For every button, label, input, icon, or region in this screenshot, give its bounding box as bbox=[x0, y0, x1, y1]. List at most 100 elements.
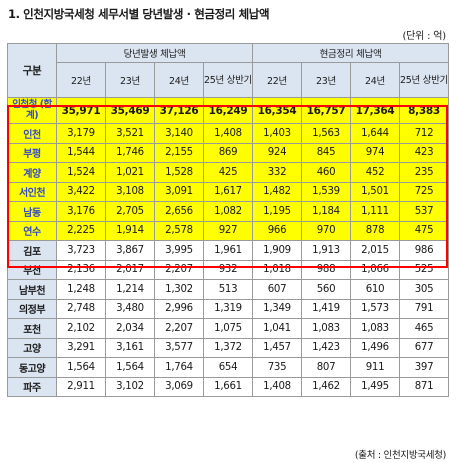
value-cell: 397 bbox=[399, 357, 449, 378]
header-year: 22년 bbox=[56, 62, 106, 98]
office-name: 연수 bbox=[7, 220, 57, 241]
value-cell: 791 bbox=[399, 298, 449, 319]
header-year: 24년 bbox=[154, 62, 204, 98]
value-cell: 17,364 bbox=[350, 97, 400, 124]
value-cell: 1,564 bbox=[56, 357, 106, 378]
value-cell: 3,480 bbox=[105, 298, 155, 319]
office-name: 인천 bbox=[7, 123, 57, 144]
value-cell: 2,207 bbox=[154, 259, 204, 280]
value-cell: 1,764 bbox=[154, 357, 204, 378]
value-cell: 525 bbox=[399, 259, 449, 280]
value-cell: 1,083 bbox=[301, 318, 351, 339]
value-cell: 911 bbox=[350, 357, 400, 378]
value-cell: 2,578 bbox=[154, 220, 204, 241]
value-cell: 3,179 bbox=[56, 123, 106, 144]
header-year: 23년 bbox=[105, 62, 155, 98]
value-cell: 537 bbox=[399, 201, 449, 222]
value-cell: 1,349 bbox=[252, 298, 302, 319]
value-cell: 3,108 bbox=[105, 181, 155, 202]
value-cell: 3,995 bbox=[154, 240, 204, 261]
value-cell: 1,423 bbox=[301, 337, 351, 358]
value-cell: 677 bbox=[399, 337, 449, 358]
value-cell: 1,913 bbox=[301, 240, 351, 261]
value-cell: 3,422 bbox=[56, 181, 106, 202]
value-cell: 2,656 bbox=[154, 201, 204, 222]
value-cell: 966 bbox=[252, 220, 302, 241]
value-cell: 1,528 bbox=[154, 162, 204, 183]
value-cell: 1,195 bbox=[252, 201, 302, 222]
value-cell: 3,069 bbox=[154, 376, 204, 397]
value-cell: 1,457 bbox=[252, 337, 302, 358]
value-cell: 871 bbox=[399, 376, 449, 397]
value-cell: 3,140 bbox=[154, 123, 204, 144]
value-cell: 974 bbox=[350, 142, 400, 163]
value-cell: 1,573 bbox=[350, 298, 400, 319]
table-row: 의정부 2,748 3,480 2,996 1,319 1,349 1,419 1,573 79… bbox=[7, 298, 449, 319]
value-cell: 1,462 bbox=[301, 376, 351, 397]
value-cell: 37,126 bbox=[154, 97, 204, 124]
table-row: 포천 2,102 2,034 2,207 1,075 1,041 1,083 1,083 465 bbox=[7, 318, 449, 339]
value-cell: 2,207 bbox=[154, 318, 204, 339]
value-cell: 1,563 bbox=[301, 123, 351, 144]
office-name: 남부천 bbox=[7, 279, 57, 300]
value-cell: 1,617 bbox=[203, 181, 253, 202]
header-year: 25년 상반기 bbox=[399, 62, 449, 98]
value-cell: 2,034 bbox=[105, 318, 155, 339]
value-cell: 986 bbox=[399, 240, 449, 261]
value-cell: 16,249 bbox=[203, 97, 253, 124]
value-cell: 3,102 bbox=[105, 376, 155, 397]
value-cell: 869 bbox=[203, 142, 253, 163]
value-cell: 2,136 bbox=[56, 259, 106, 280]
value-cell: 735 bbox=[252, 357, 302, 378]
value-cell: 1,041 bbox=[252, 318, 302, 339]
value-cell: 560 bbox=[301, 279, 351, 300]
value-cell: 2,155 bbox=[154, 142, 204, 163]
value-cell: 3,161 bbox=[105, 337, 155, 358]
table-container: 구분 당년발생 체납액 현금정리 체납액 22년 23년 24년 25년 상반기… bbox=[7, 43, 449, 397]
office-name: 부평 bbox=[7, 142, 57, 163]
value-cell: 1,066 bbox=[350, 259, 400, 280]
header-year: 23년 bbox=[301, 62, 351, 98]
value-cell: 305 bbox=[399, 279, 449, 300]
value-cell: 1,544 bbox=[56, 142, 106, 163]
value-cell: 927 bbox=[203, 220, 253, 241]
value-cell: 2,748 bbox=[56, 298, 106, 319]
value-cell: 513 bbox=[203, 279, 253, 300]
value-cell: 1,909 bbox=[252, 240, 302, 261]
value-cell: 235 bbox=[399, 162, 449, 183]
value-cell: 1,914 bbox=[105, 220, 155, 241]
value-cell: 16,354 bbox=[252, 97, 302, 124]
value-cell: 607 bbox=[252, 279, 302, 300]
office-name: 동고양 bbox=[7, 357, 57, 378]
value-cell: 8,383 bbox=[399, 97, 449, 124]
header-division: 구분 bbox=[7, 43, 57, 98]
value-cell: 475 bbox=[399, 220, 449, 241]
value-cell: 845 bbox=[301, 142, 351, 163]
header-year: 22년 bbox=[252, 62, 302, 98]
value-cell: 712 bbox=[399, 123, 449, 144]
office-name: 인천청 (합계) bbox=[7, 97, 57, 124]
table-row: 연수 2,225 1,914 2,578 927 966 970 878 475 bbox=[7, 220, 449, 241]
value-cell: 460 bbox=[301, 162, 351, 183]
table-row: 서인천 3,422 3,108 3,091 1,617 1,482 1,539 1,501 72… bbox=[7, 181, 449, 202]
value-cell: 1,496 bbox=[350, 337, 400, 358]
office-name: 김포 bbox=[7, 240, 57, 261]
value-cell: 1,482 bbox=[252, 181, 302, 202]
value-cell: 970 bbox=[301, 220, 351, 241]
value-cell: 1,564 bbox=[105, 357, 155, 378]
value-cell: 35,971 bbox=[56, 97, 106, 124]
value-cell: 2,996 bbox=[154, 298, 204, 319]
value-cell: 1,524 bbox=[56, 162, 106, 183]
value-cell: 1,408 bbox=[203, 123, 253, 144]
table-row: 파주 2,911 3,102 3,069 1,661 1,408 1,462 1,495 871 bbox=[7, 376, 449, 397]
unit-label: (단위 : 억) bbox=[402, 31, 446, 42]
value-cell: 3,867 bbox=[105, 240, 155, 261]
value-cell: 3,291 bbox=[56, 337, 106, 358]
value-cell: 1,082 bbox=[203, 201, 253, 222]
value-cell: 3,521 bbox=[105, 123, 155, 144]
value-cell: 610 bbox=[350, 279, 400, 300]
value-cell: 807 bbox=[301, 357, 351, 378]
value-cell: 16,757 bbox=[301, 97, 351, 124]
value-cell: 452 bbox=[350, 162, 400, 183]
table-row: 계양 1,524 1,021 1,528 425 332 460 452 235 bbox=[7, 162, 449, 183]
